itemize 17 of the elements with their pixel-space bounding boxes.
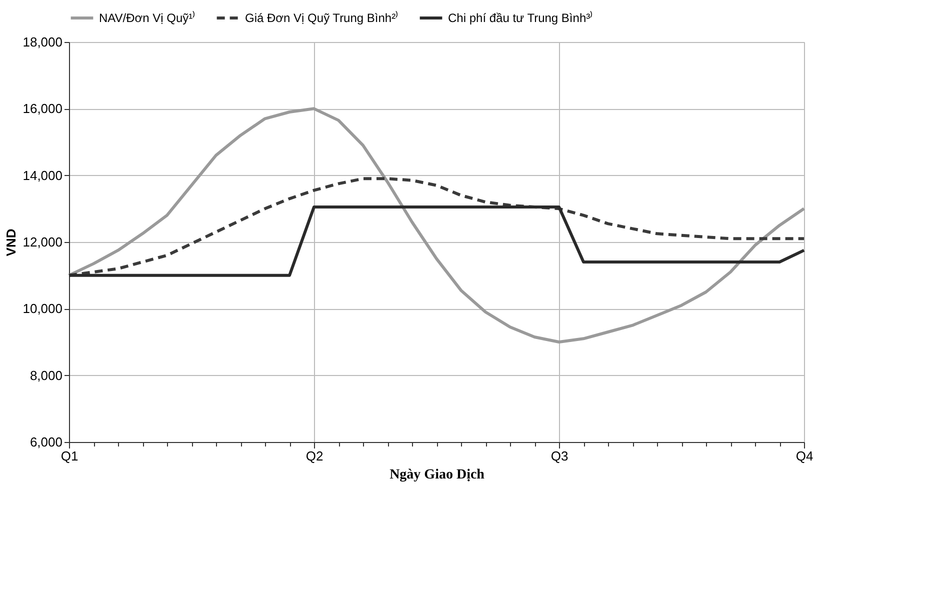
y-tick-label: 12,000 bbox=[22, 234, 62, 250]
x-tick-label: Q1 bbox=[60, 448, 78, 464]
y-tick-label: 6,000 bbox=[30, 434, 62, 450]
x-tick-label: Q2 bbox=[306, 448, 324, 464]
y-tick-label: 18,000 bbox=[22, 34, 62, 50]
legend-label: NAV/Đơn Vị Quỹ¹⁾ bbox=[99, 11, 196, 25]
y-tick-label: 16,000 bbox=[22, 101, 62, 116]
y-axis-title: VND bbox=[4, 228, 19, 256]
x-axis-title: Ngày Giao Dịch bbox=[390, 468, 485, 482]
y-tick-label: 14,000 bbox=[22, 168, 62, 183]
y-tick-label: 8,000 bbox=[30, 368, 62, 383]
legend-label: Giá Đơn Vị Quỹ Trung Bình²⁾ bbox=[245, 11, 399, 25]
x-tick-label: Q4 bbox=[796, 448, 814, 464]
y-tick-label: 10,000 bbox=[22, 301, 62, 316]
line-series bbox=[68, 107, 806, 344]
x-tick-label: Q3 bbox=[550, 448, 568, 464]
legend-label: Chi phí đầu tư Trung Bình³⁾ bbox=[448, 11, 594, 25]
